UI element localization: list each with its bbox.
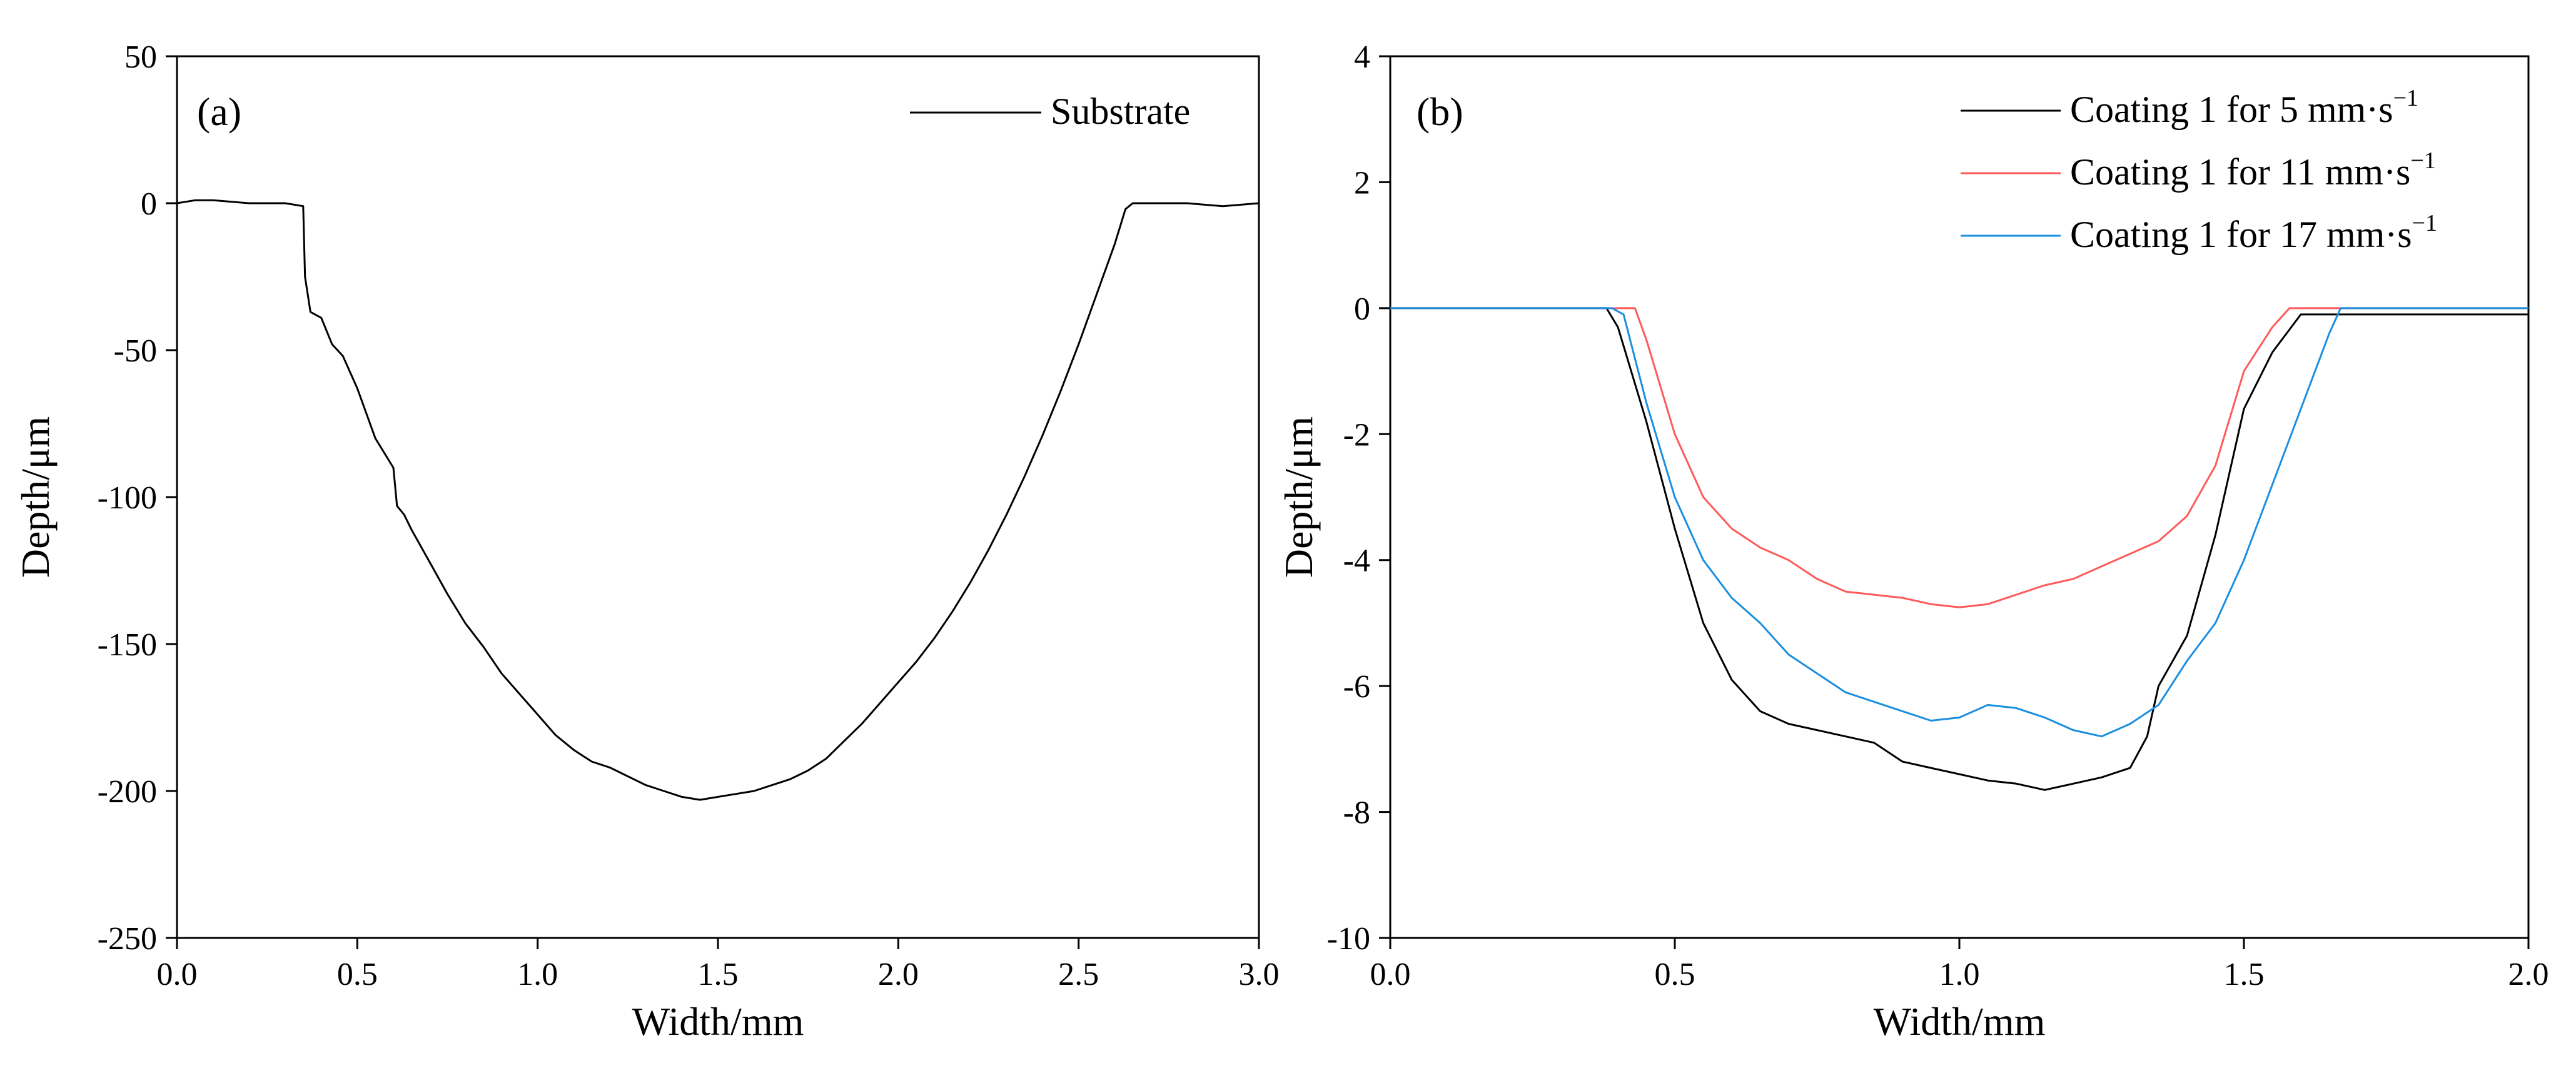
y-tick-label-b: 4 <box>1354 39 1370 75</box>
x-tick-label-a: 3.0 <box>1239 957 1280 992</box>
y-tick-label-b: -10 <box>1327 921 1370 957</box>
y-tick-label-b: 0 <box>1354 291 1370 327</box>
x-tick-label-b: 1.0 <box>1939 957 1980 992</box>
y-tick-label-b: -2 <box>1343 417 1370 453</box>
x-axis-title-b: Width/mm <box>1874 999 2046 1044</box>
series-line-b-3 <box>1390 307 2528 738</box>
y-tick-label-b: -4 <box>1343 543 1370 579</box>
x-tick-label-b: 2.0 <box>2508 957 2549 992</box>
panel-label-b: (b) <box>1417 89 1463 134</box>
chart-panel-b: 0.0 0.5 1.0 1.5 2.0 4 2 0 -2 -4 -6 -8 -10 Width/mm Dep… <box>1276 39 2549 1044</box>
plot-frame-a <box>176 55 1260 939</box>
x-tick-label-a: 2.0 <box>878 957 919 992</box>
y-tick-label-a: 50 <box>124 39 157 75</box>
x-tick-label-a: 1.0 <box>517 957 558 992</box>
series-line-b-1 <box>1390 307 2528 791</box>
y-axis-title-a: Depth/μm <box>13 416 58 578</box>
y-tick-label-a: -200 <box>98 774 157 810</box>
y-tick-label-a: -50 <box>114 333 157 369</box>
panel-label-a: (a) <box>197 89 241 134</box>
series-line-b-2 <box>1390 307 2528 608</box>
y-tick-label-a: -150 <box>98 627 157 663</box>
x-tick-label-a: 2.5 <box>1058 957 1099 992</box>
x-tick-label-a: 0.0 <box>157 957 198 992</box>
y-axis-title-b: Depth/μm <box>1276 416 1321 578</box>
x-axis-title-a: Width/mm <box>632 999 804 1044</box>
legend-label-b-3: Coating 1 for 17 mm·s−1 <box>2070 210 2437 255</box>
y-tick-label-b: -6 <box>1343 669 1370 705</box>
x-tick-label-b: 0.0 <box>1370 957 1411 992</box>
y-tick-label-a: -100 <box>98 480 157 516</box>
x-tick-label-a: 1.5 <box>698 957 739 992</box>
legend-label-a-1: Substrate <box>1051 91 1190 132</box>
legend-label-b-2: Coating 1 for 11 mm·s−1 <box>2070 148 2436 193</box>
y-tick-label-a: 0 <box>141 186 157 222</box>
y-tick-label-a: -250 <box>98 921 157 957</box>
legend-label-b-1: Coating 1 for 5 mm·s−1 <box>2070 85 2418 130</box>
x-tick-label-b: 0.5 <box>1655 957 1695 992</box>
x-tick-label-a: 0.5 <box>337 957 378 992</box>
chart-panel-a: 0.0 0.5 1.0 1.5 2.0 2.5 3.0 50 0 -50 -100 -150 -200 -… <box>13 39 1280 1044</box>
y-tick-label-b: -8 <box>1343 795 1370 831</box>
series-line-a-1 <box>176 199 1260 801</box>
y-tick-label-b: 2 <box>1354 165 1370 201</box>
x-tick-label-b: 1.5 <box>2224 957 2265 992</box>
